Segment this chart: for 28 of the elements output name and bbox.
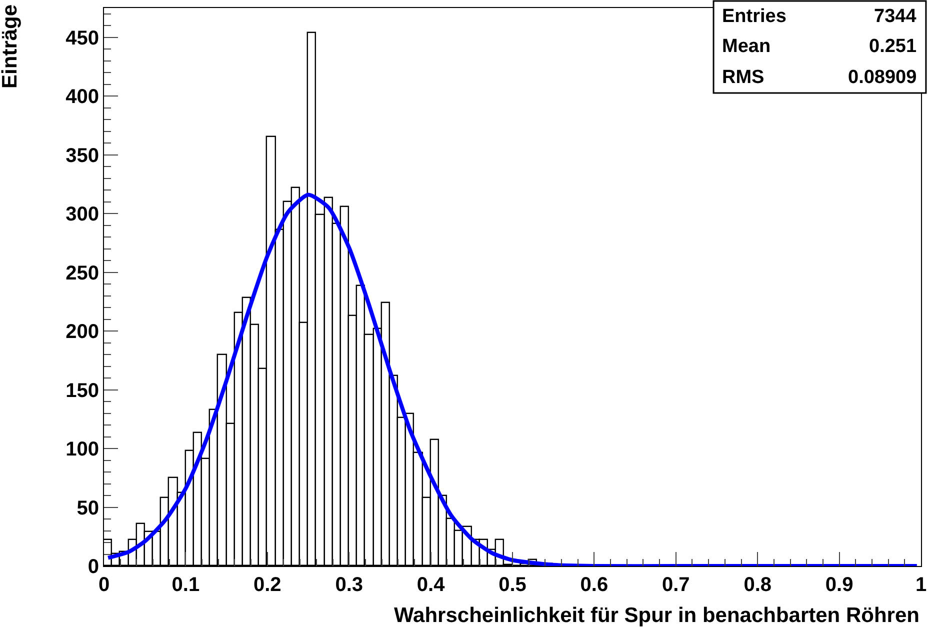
y-tick-label: 300: [66, 204, 99, 226]
x-tick-label: 0.8: [744, 574, 772, 596]
x-tick-label: 1: [915, 574, 927, 596]
y-tick-label: 450: [66, 27, 99, 50]
x-tick-label: 0.1: [172, 574, 200, 596]
y-tick-label: 0: [88, 556, 99, 578]
x-axis-title: Wahrscheinlichkeit für Spur in benachbarten Röhren: [394, 604, 920, 627]
annotation: 0.251: [869, 36, 917, 57]
x-tick-label: 0.9: [825, 574, 854, 596]
y-axis-title: Einträge: [0, 4, 22, 88]
x-tick-label: 0.2: [253, 574, 282, 596]
annotation: Mean: [722, 36, 771, 57]
x-tick-label: 0.7: [662, 574, 690, 596]
y-tick-label: 200: [66, 321, 99, 344]
y-tick-label: 100: [66, 438, 99, 461]
y-tick-label: 400: [66, 86, 99, 108]
y-tick-label: 50: [76, 497, 99, 520]
x-tick-label: 0.6: [580, 574, 608, 596]
x-tick-label: 0.5: [498, 574, 526, 596]
annotation: RMS: [722, 67, 764, 88]
annotation: 7344: [874, 6, 917, 27]
x-tick-label: 0.3: [335, 574, 364, 596]
y-tick-label: 350: [66, 144, 99, 167]
y-tick-label: 250: [66, 262, 99, 284]
x-tick-label: 0.4: [416, 574, 446, 596]
annotation: Entries: [722, 6, 786, 27]
y-tick-label: 150: [66, 380, 99, 402]
annotation: 0.08909: [848, 67, 917, 88]
